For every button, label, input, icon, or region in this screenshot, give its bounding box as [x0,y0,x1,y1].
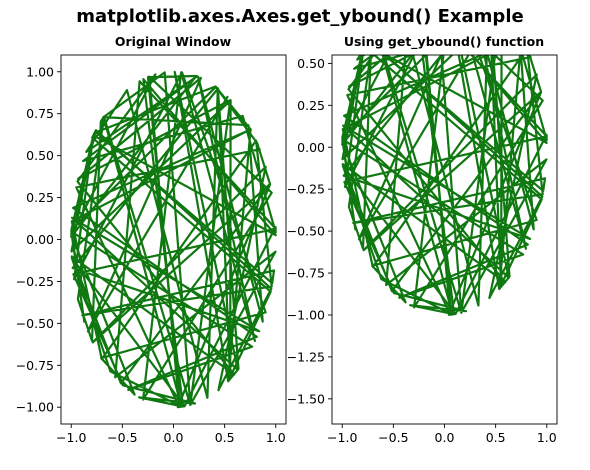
left-y-tick-label: −0.50 [16,316,54,331]
left-series-line [70,70,277,409]
right-y-tick-label: −1.25 [287,349,325,364]
left-x-tick-label: 0.0 [164,430,184,445]
right-x-tick-label: −1.0 [327,430,357,445]
left-y-tick-label: 0.75 [26,106,54,121]
right-y-tick-label: 0.00 [297,140,325,155]
right-x-tick-label: −0.5 [378,430,408,445]
left-x-tick-label: −1.0 [56,430,86,445]
right-y-tick-label: −0.50 [287,224,325,239]
left-y-tick-label: −0.25 [16,274,54,289]
left-y-tick-label: −0.75 [16,358,54,373]
left-y-tick-label: 0.25 [26,190,54,205]
right-x-tick-label: 0.0 [435,430,455,445]
right-x-axis: −1.0 −0.5 0.0 0.5 1.0 [327,424,557,445]
left-x-tick-label: 1.0 [266,430,286,445]
left-y-axis: 1.00 0.75 0.50 0.25 0.00 −0.25 −0.50 −0.75 −1.00 [16,64,61,415]
right-x-tick-label: 0.5 [486,430,506,445]
left-y-tick-label: 0.00 [26,232,54,247]
left-y-tick-label: 1.00 [26,64,54,79]
left-y-tick-label: −1.00 [16,400,54,415]
right-y-tick-label: 0.25 [297,98,325,113]
figure-suptitle: matplotlib.axes.Axes.get_ybound() Exampl… [76,6,523,27]
left-x-axis: −1.0 −0.5 0.0 0.5 1.0 [56,424,286,445]
left-x-tick-label: −0.5 [107,430,137,445]
right-y-tick-label: −0.25 [287,182,325,197]
right-x-tick-label: 1.0 [537,430,557,445]
right-series-line [341,55,548,316]
right-axes-title: Using get_ybound() function [344,34,544,50]
left-plot-area [70,70,277,409]
right-axes: Using get_ybound() function −1.0 −0.5 0.0 0… [287,34,558,445]
left-axes: Original Window −1.0 −0.5 0.0 0.5 1.0 1.00 0.… [16,34,287,445]
right-y-tick-label: −1.00 [287,307,325,322]
right-y-tick-label: 0.50 [297,56,325,71]
left-x-tick-label: 0.5 [215,430,235,445]
left-axes-title: Original Window [115,34,232,49]
right-y-tick-label: −0.75 [287,266,325,281]
right-plot-area [341,55,548,316]
right-y-tick-label: −1.50 [287,391,325,406]
left-y-tick-label: 0.50 [26,148,54,163]
right-y-axis: 0.50 0.25 0.00 −0.25 −0.50 −0.75 −1.00 −1.25 −1.… [287,56,332,406]
